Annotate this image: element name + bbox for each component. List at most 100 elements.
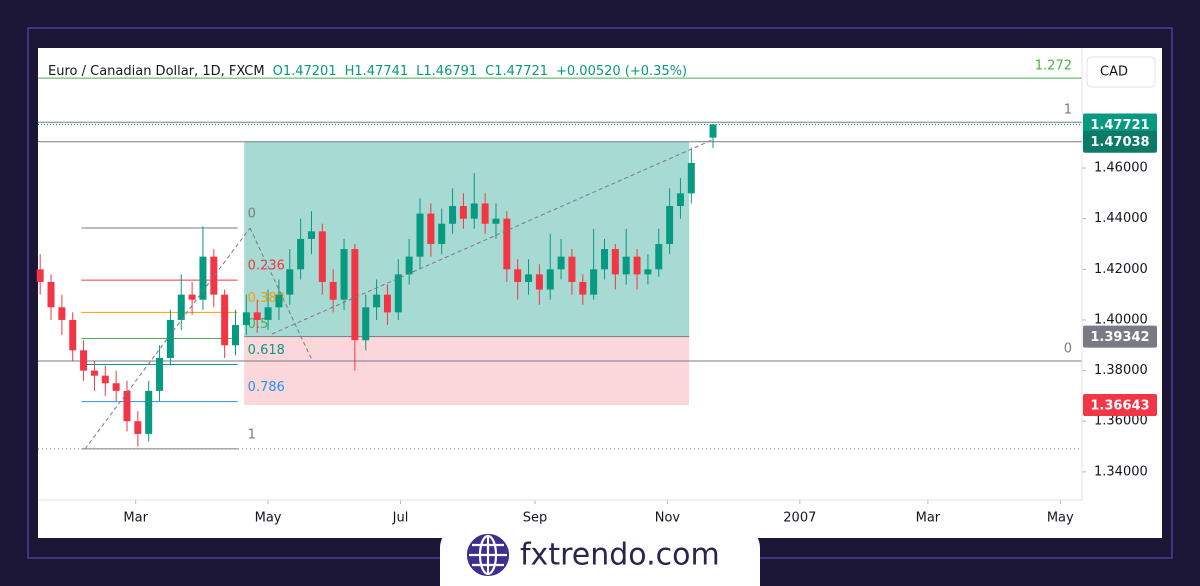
candle-body <box>264 307 272 320</box>
candle-body <box>58 307 66 320</box>
candle-body <box>275 294 283 308</box>
plot-area: 1.34000 1.36000 1.38000 1.40000 1.42000 1.440… <box>36 59 1157 526</box>
candle-body <box>590 269 598 295</box>
x-tick-label: Sep <box>523 511 548 526</box>
fib-level-label: 0.236 <box>248 259 285 274</box>
candle-body <box>188 294 196 300</box>
y-tick-label: 1.44000 <box>1094 211 1148 226</box>
fib-level-label: 0.786 <box>248 380 285 395</box>
price-label: 1.36643 <box>1090 398 1149 413</box>
globe-icon <box>466 533 510 577</box>
y-tick-label: 1.46000 <box>1094 161 1148 176</box>
fib-trend-line <box>84 227 251 450</box>
y-tick-label: 1.42000 <box>1094 262 1148 277</box>
y-tick-label: 1.34000 <box>1094 464 1148 479</box>
candle-body <box>568 256 576 282</box>
candle-body <box>449 206 457 224</box>
y-tick-label: 1.36000 <box>1094 414 1148 429</box>
currency-button[interactable] <box>1086 56 1156 88</box>
candle-body <box>112 383 120 391</box>
position-trend-line <box>271 139 713 335</box>
close: C1.47721 <box>485 64 548 79</box>
candle-body <box>340 249 348 300</box>
fib-level-label: 0.5 <box>248 317 269 332</box>
candle-body <box>427 213 435 244</box>
candle-body <box>351 249 359 341</box>
extended-fib-label: 1 <box>1064 103 1072 118</box>
candle-body <box>199 256 207 300</box>
x-tick-label: Nov <box>655 511 681 526</box>
price-label: 1.39342 <box>1090 330 1149 345</box>
loss-zone <box>244 336 690 405</box>
profit-zone <box>244 141 690 337</box>
candle-body <box>36 269 44 282</box>
low: L1.46791 <box>416 64 477 79</box>
candle-body <box>655 243 663 270</box>
fib-level-label: 0.618 <box>248 343 285 358</box>
candle-body <box>709 124 717 138</box>
high: H1.47741 <box>345 64 409 79</box>
x-tick-label: Mar <box>123 511 148 526</box>
fib-level-label: 0 <box>248 207 256 222</box>
y-tick-label: 1.40000 <box>1094 312 1148 327</box>
candle-body <box>253 312 261 320</box>
candle-body <box>481 203 489 224</box>
candle-body <box>383 294 391 313</box>
price-label-box <box>1083 113 1157 136</box>
fib-level-label: 1 <box>248 427 256 442</box>
candle-body <box>362 307 370 341</box>
price-label: 1.47038 <box>1090 135 1149 150</box>
candle-body <box>492 218 500 224</box>
candle-body <box>611 249 619 275</box>
candle-body <box>373 294 381 308</box>
open: O1.47201 <box>273 64 337 79</box>
candle-body <box>470 203 478 219</box>
candle-body <box>416 213 424 257</box>
candle-body <box>156 357 164 391</box>
candle-body <box>514 269 522 282</box>
candle-body <box>394 274 402 313</box>
candle-body <box>687 162 695 194</box>
x-tick-label: Jul <box>392 511 409 526</box>
x-tick-label: May <box>255 511 282 526</box>
candle-body <box>47 281 55 308</box>
candle-body <box>329 281 337 300</box>
candle-body <box>676 193 684 207</box>
candle-body <box>286 269 294 295</box>
candle-body <box>210 256 218 295</box>
candle-body <box>405 256 413 275</box>
candle-body <box>101 375 109 384</box>
candle-body <box>579 281 587 295</box>
candle-body <box>525 274 533 282</box>
price-label: 1.47721 <box>1090 118 1149 133</box>
chart-panel <box>38 48 1162 538</box>
candle-body <box>134 421 142 434</box>
price-label-box <box>1083 325 1157 348</box>
x-tick-label: 2007 <box>783 511 816 526</box>
candle-body <box>600 249 608 270</box>
candle-body <box>145 390 153 434</box>
candle-body <box>232 325 240 346</box>
candle-body <box>297 238 305 270</box>
y-tick-label: 1.38000 <box>1094 363 1148 378</box>
extended-fib-label: 0 <box>1064 341 1072 356</box>
brand-name: fxtrendo.com <box>520 538 720 573</box>
candle-body <box>557 256 565 270</box>
candle-body <box>644 269 652 275</box>
candle-body <box>318 231 326 282</box>
candle-body <box>535 274 543 290</box>
x-tick-label: May <box>1047 511 1074 526</box>
candle-body <box>503 218 511 270</box>
candle-body <box>459 206 467 219</box>
candle-body <box>633 256 641 275</box>
candle-body <box>622 256 630 275</box>
currency-label: CAD <box>1100 65 1128 80</box>
price-label-box <box>1083 393 1157 416</box>
candle-body <box>242 312 250 326</box>
candle-body <box>166 319 174 358</box>
candle-body <box>221 294 229 346</box>
candle-body <box>80 350 88 371</box>
candle-body <box>90 370 98 376</box>
